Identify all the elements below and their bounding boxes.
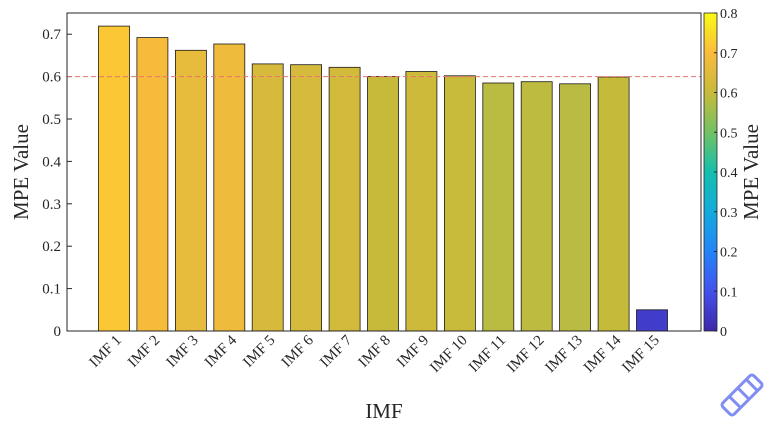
- bar-3: [174, 49, 207, 332]
- bar-2: [136, 37, 169, 332]
- y-axis-title: MPE Value: [9, 124, 33, 220]
- y-tick-label: 0.3: [42, 197, 61, 213]
- watermark-logo-icon: [720, 373, 764, 417]
- y-ticks: 0 0.1 0.2 0.3 0.4 0.5 0.6 0.7: [42, 27, 72, 340]
- x-tick-label: IMF 10: [427, 333, 470, 376]
- bar-12: [520, 81, 553, 332]
- colorbar-tick-label: 0.8: [720, 7, 738, 22]
- x-tick-label: IMF 12: [504, 333, 547, 376]
- plot-frame: [66, 12, 702, 332]
- bar-14: [597, 76, 630, 332]
- x-tick-label: IMF 4: [202, 332, 240, 370]
- colorbar-title: MPE Value: [739, 124, 763, 220]
- bar-group: [98, 25, 668, 332]
- colorbar-tick-label: 0.3: [720, 206, 738, 221]
- colorbar-tick-label: 0: [720, 325, 727, 340]
- x-axis-title: IMF: [365, 399, 402, 423]
- y-tick-label: 0.6: [42, 70, 61, 86]
- colorbar-tick-label: 0.2: [720, 246, 738, 261]
- y-tick-label: 0.4: [42, 154, 61, 170]
- x-tick-label: IMF 8: [356, 333, 394, 371]
- colorbar-tick-label: 0.6: [720, 87, 738, 102]
- colorbar-tick-label: 0.1: [720, 285, 738, 300]
- y-tick-label: 0.7: [42, 27, 61, 43]
- colorbar-tick-label: 0.5: [720, 126, 738, 141]
- bar-7: [328, 66, 361, 332]
- bar-1: [98, 25, 130, 332]
- y-tick-label: 0.2: [42, 239, 61, 255]
- x-tick-label: IMF 7: [317, 332, 355, 370]
- x-tick-label: IMF 11: [466, 333, 509, 376]
- colorbar-tick-label: 0.4: [720, 166, 738, 181]
- y-tick-label: 0.5: [42, 112, 61, 128]
- x-tick-label: IMF 13: [542, 333, 585, 376]
- x-tick-label: IMF 5: [240, 333, 278, 371]
- bar-6: [290, 64, 323, 332]
- bar-15: [636, 309, 668, 332]
- colorbar-ticks: 0 0.1 0.2 0.3 0.4 0.5 0.6 0.7 0.8: [714, 7, 738, 340]
- x-tick-labels: IMF 1 IMF 2 IMF 3 IMF 4 IMF 5 IMF 6 IMF 7 IMF 8…: [87, 332, 663, 376]
- colorbar-tick-label: 0.7: [720, 47, 738, 62]
- x-tick-label: IMF 3: [164, 333, 202, 371]
- bar-4: [213, 43, 246, 332]
- x-tick-label: IMF 15: [619, 333, 662, 376]
- x-tick-label: IMF 6: [279, 332, 317, 370]
- bar-8: [367, 76, 399, 332]
- x-tick-label: IMF 1: [87, 333, 125, 371]
- x-tick-label: IMF 14: [581, 332, 625, 376]
- y-tick-label: 0.1: [42, 282, 61, 298]
- x-tick-label: IMF 2: [125, 333, 163, 371]
- bar-11: [482, 82, 515, 332]
- bar-10: [443, 75, 476, 332]
- bar-9: [405, 71, 438, 332]
- bar-13: [559, 83, 591, 332]
- bar-5: [251, 63, 284, 332]
- y-tick-label: 0: [54, 324, 62, 340]
